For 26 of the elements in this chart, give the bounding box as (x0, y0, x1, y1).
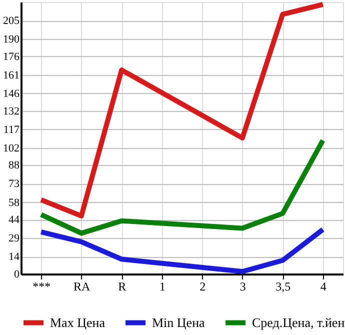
y-tick-label: 117 (3, 124, 20, 136)
legend-label: Max Цена (50, 314, 106, 330)
y-tick-label: 176 (3, 50, 20, 63)
x-tick-label: 4 (320, 280, 326, 294)
y-tick-label: 161 (3, 69, 20, 82)
y-tick-label: 58 (8, 196, 20, 209)
y-tick-label: 29 (8, 232, 20, 245)
x-tick-label: RA (74, 280, 91, 294)
y-tick-label: 146 (3, 88, 20, 100)
y-tick-label: 132 (3, 105, 20, 118)
y-tick-label: 73 (8, 178, 20, 190)
x-tick-label: R (118, 280, 126, 294)
y-tick-label: 44 (8, 214, 20, 226)
x-tick-label: *** (32, 280, 51, 294)
x-tick-label: 3 (240, 280, 246, 294)
x-tick-label: 3,5 (276, 280, 291, 294)
y-tick-label: 88 (8, 160, 20, 172)
x-tick-label: 1 (159, 280, 166, 294)
legend-label: Min Цена (152, 314, 206, 330)
x-tick-label: 2 (200, 280, 206, 294)
y-tick-label: 14 (8, 251, 20, 264)
legend-label: Сред.Цена, т.йен (252, 314, 345, 330)
y-tick-label: 190 (3, 34, 20, 46)
y-tick-label: 0 (14, 268, 20, 280)
y-tick-label: 102 (3, 142, 20, 154)
y-tick-label: 205 (3, 15, 20, 28)
